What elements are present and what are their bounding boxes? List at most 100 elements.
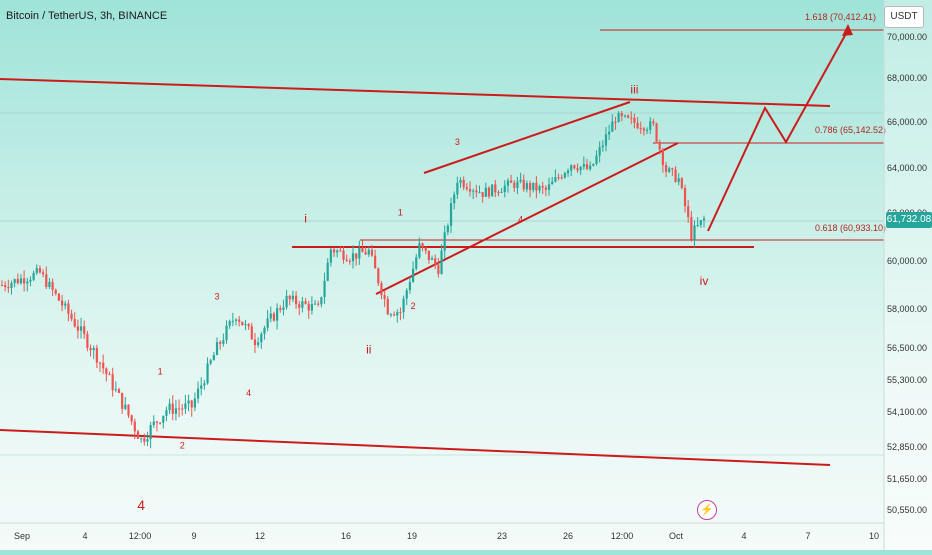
candle-body bbox=[98, 362, 102, 364]
candle-body bbox=[636, 122, 639, 129]
candle-body bbox=[427, 250, 430, 260]
candle-body bbox=[196, 388, 200, 399]
wave-label: 2 bbox=[180, 440, 185, 450]
candle-body bbox=[620, 113, 623, 117]
candle-body bbox=[522, 179, 525, 190]
x-tick-label: 4 bbox=[741, 531, 746, 541]
candles bbox=[0, 110, 706, 449]
candle-body bbox=[67, 303, 70, 314]
y-tick-label: 52,850.00 bbox=[887, 442, 927, 452]
wave-label: 3 bbox=[455, 137, 460, 147]
candle-body bbox=[57, 293, 61, 301]
candle-body bbox=[399, 312, 402, 314]
candle-body bbox=[51, 281, 54, 290]
currency-selector[interactable]: USDT bbox=[884, 6, 924, 28]
x-tick-label: 12 bbox=[255, 531, 265, 541]
trendline bbox=[375, 142, 679, 295]
candle-body bbox=[23, 278, 26, 284]
candle-body bbox=[48, 281, 51, 288]
candle-body bbox=[301, 301, 304, 308]
candle-body bbox=[70, 313, 73, 320]
candle-body bbox=[285, 295, 288, 308]
candle-body bbox=[601, 145, 604, 148]
x-tick-label: 16 bbox=[341, 531, 351, 541]
candle-body bbox=[95, 348, 98, 363]
candle-body bbox=[671, 168, 674, 170]
y-tick-label: 68,000.00 bbox=[887, 73, 927, 83]
candle-body bbox=[367, 249, 370, 255]
candle-body bbox=[494, 184, 497, 193]
wave-label: i bbox=[304, 212, 307, 226]
candle-body bbox=[627, 115, 630, 118]
candle-body bbox=[355, 253, 358, 259]
candle-body bbox=[693, 225, 696, 240]
candle-body bbox=[206, 363, 209, 384]
candle-body bbox=[7, 287, 10, 289]
y-tick-label: 64,000.00 bbox=[887, 163, 927, 173]
candle-body bbox=[446, 225, 449, 233]
wave-label: iv bbox=[700, 274, 709, 288]
lightning-icon[interactable]: ⚡ bbox=[697, 500, 717, 520]
x-tick-label: Sep bbox=[14, 531, 30, 541]
wave-label: 4 bbox=[246, 388, 251, 398]
candle-body bbox=[193, 398, 196, 408]
candle-body bbox=[481, 192, 484, 197]
wave-label: 4 bbox=[518, 215, 523, 225]
candle-body bbox=[313, 303, 317, 305]
candle-body bbox=[434, 258, 437, 265]
candle-body bbox=[608, 131, 611, 135]
candle-body bbox=[389, 314, 393, 316]
candle-body bbox=[535, 182, 538, 191]
candle-body bbox=[661, 149, 664, 166]
candle-body bbox=[225, 325, 228, 341]
candle-body bbox=[111, 374, 114, 391]
candle-body bbox=[282, 307, 285, 310]
candle-body bbox=[121, 392, 124, 409]
candle-body bbox=[238, 319, 241, 322]
candle-body bbox=[658, 141, 661, 150]
candle-body bbox=[234, 319, 238, 321]
candle-body bbox=[92, 348, 95, 351]
candle-body bbox=[165, 410, 168, 416]
projected-path bbox=[707, 29, 849, 232]
candle-body bbox=[89, 347, 92, 351]
candle-body bbox=[146, 439, 149, 442]
candle-body bbox=[298, 304, 301, 308]
candle-body bbox=[203, 383, 206, 386]
candle-body bbox=[187, 400, 190, 404]
y-tick-label: 66,000.00 bbox=[887, 117, 927, 127]
candle-body bbox=[35, 268, 38, 273]
candle-body bbox=[453, 194, 456, 204]
candle-body bbox=[437, 264, 440, 274]
candle-body bbox=[162, 415, 165, 423]
candle-body bbox=[566, 170, 570, 174]
candle-body bbox=[683, 188, 687, 207]
candle-body bbox=[86, 333, 89, 348]
candle-body bbox=[538, 186, 541, 191]
candle-body bbox=[310, 304, 313, 311]
candle-body bbox=[342, 250, 345, 260]
candle-body bbox=[320, 297, 323, 305]
candle-body bbox=[383, 295, 386, 300]
candle-body bbox=[418, 243, 421, 258]
candle-body bbox=[468, 188, 472, 192]
candle-body bbox=[351, 253, 355, 262]
candle-body bbox=[336, 250, 339, 253]
candle-body bbox=[478, 192, 481, 194]
y-tick-label: 55,300.00 bbox=[887, 375, 927, 385]
candle-body bbox=[323, 280, 326, 298]
candle-body bbox=[500, 191, 503, 193]
trendline bbox=[0, 429, 831, 466]
candle-body bbox=[374, 255, 377, 269]
y-tick-label: 54,100.00 bbox=[887, 407, 927, 417]
candle-body bbox=[532, 182, 535, 190]
candle-body bbox=[573, 165, 576, 169]
candle-body bbox=[159, 422, 162, 424]
candle-body bbox=[551, 181, 554, 185]
candle-body bbox=[563, 173, 566, 178]
candle-body bbox=[415, 257, 418, 269]
candle-body bbox=[117, 389, 121, 393]
candle-body bbox=[73, 319, 76, 327]
